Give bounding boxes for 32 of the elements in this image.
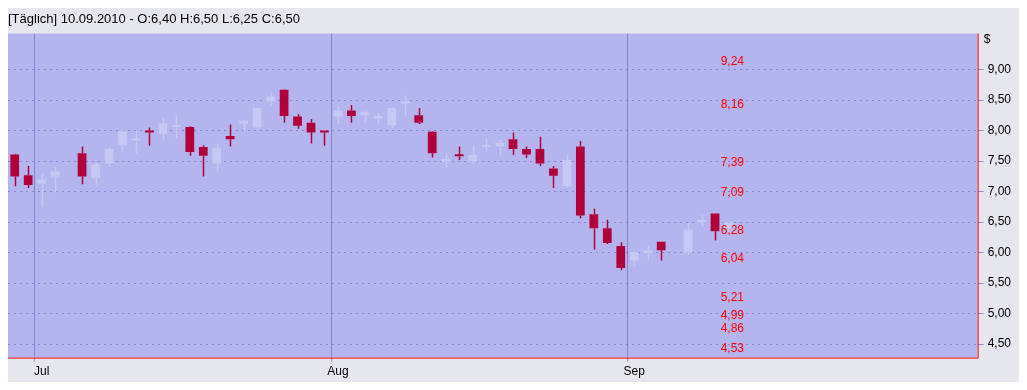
y-tick-label: 5,00 bbox=[987, 305, 1012, 320]
candlestick bbox=[225, 123, 235, 148]
candlestick bbox=[198, 144, 208, 178]
annotation: 4,53 bbox=[720, 340, 745, 355]
x-tick-label: Sep bbox=[623, 364, 646, 379]
candlestick bbox=[171, 114, 181, 139]
y-tick-label: 5,50 bbox=[987, 275, 1012, 290]
y-tick-label: 7,00 bbox=[987, 183, 1012, 198]
annotation: 5,21 bbox=[720, 289, 745, 304]
candlestick bbox=[37, 173, 47, 208]
annotation: 4,86 bbox=[720, 320, 745, 335]
annotation: 7,39 bbox=[720, 154, 745, 169]
y-tick-label: 7,50 bbox=[987, 153, 1012, 168]
y-tick-label: 6,00 bbox=[987, 244, 1012, 259]
candlestick bbox=[589, 207, 599, 251]
y-tick-label: 8,00 bbox=[987, 122, 1012, 137]
annotation: 6,04 bbox=[720, 251, 745, 266]
annotation: 4,99 bbox=[720, 307, 745, 322]
y-tick-label: 6,50 bbox=[987, 214, 1012, 229]
candlestick bbox=[400, 95, 410, 118]
chart-title: [Täglich] 10.09.2010 - O:6,40 H:6,50 L:6,25 C:6,50 bbox=[8, 11, 300, 27]
x-tick-label: Aug bbox=[327, 364, 349, 379]
candlestick bbox=[50, 165, 60, 193]
annotation: 8,16 bbox=[720, 96, 745, 111]
y-tick-label: 4,50 bbox=[987, 336, 1012, 351]
y-tick-label: 9,00 bbox=[987, 61, 1012, 76]
annotation: 6,28 bbox=[720, 222, 745, 237]
y-tick-label: 8,50 bbox=[987, 92, 1012, 107]
annotation: 9,24 bbox=[720, 54, 745, 69]
y-axis-title: $ bbox=[983, 31, 991, 46]
annotation: 7,09 bbox=[720, 185, 745, 199]
x-tick-label: Jul bbox=[34, 364, 50, 379]
